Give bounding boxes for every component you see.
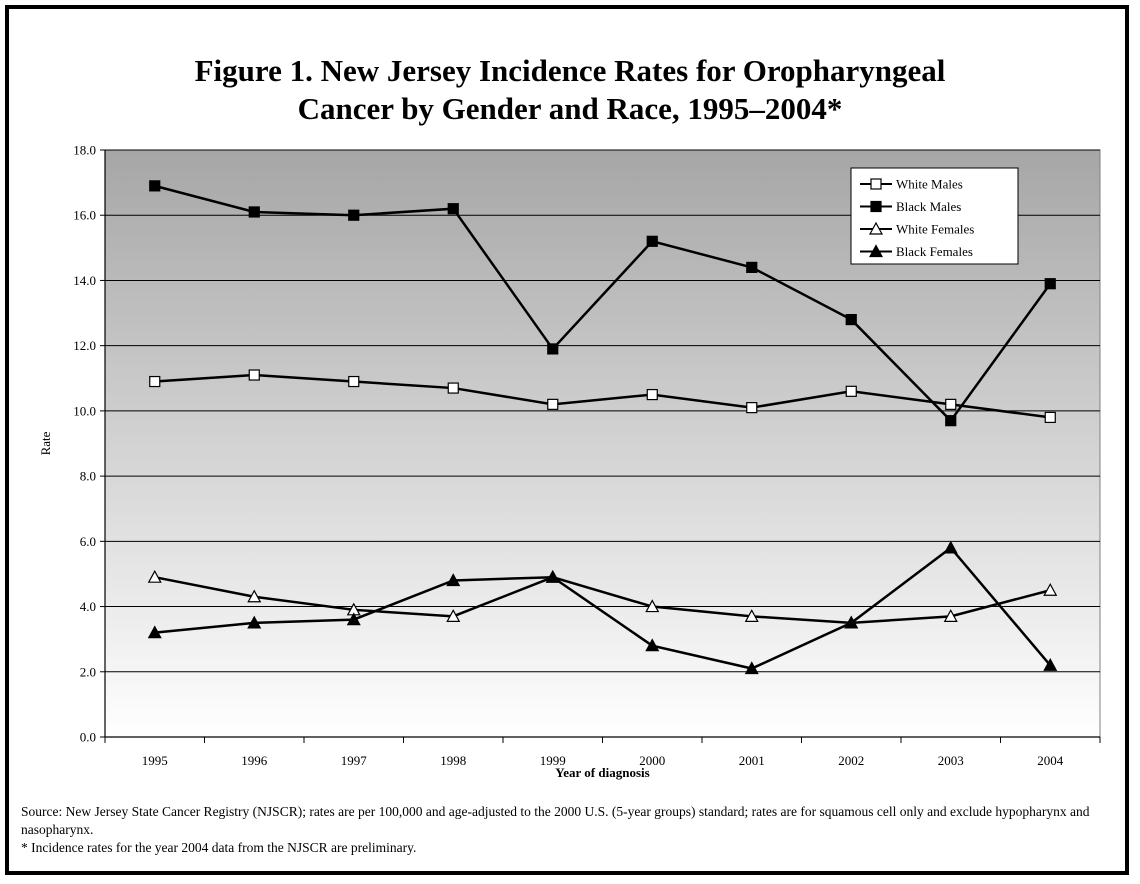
legend-marker bbox=[868, 221, 884, 235]
legend-marker bbox=[870, 200, 882, 213]
data-point-white-females bbox=[147, 569, 162, 583]
y-tick-label: 6.0 bbox=[80, 534, 96, 549]
data-point-white-males bbox=[149, 375, 161, 388]
data-point-white-females bbox=[943, 609, 958, 622]
data-point-black-females bbox=[844, 615, 859, 629]
series-line-white-males bbox=[154, 373, 1051, 419]
y-tick-label: 0.0 bbox=[80, 730, 96, 745]
legend-label: White Males bbox=[896, 177, 963, 192]
data-point-white-females bbox=[1043, 582, 1058, 596]
data-point-black-males bbox=[348, 209, 360, 221]
legend-label: Black Females bbox=[896, 244, 973, 259]
data-point-black-males bbox=[149, 180, 161, 192]
data-point-white-males bbox=[348, 375, 360, 388]
legend-item-white-females: White Females bbox=[860, 222, 974, 237]
y-axis-label: Rate bbox=[38, 431, 53, 455]
data-point-black-females bbox=[446, 573, 461, 587]
series-line-black-females bbox=[154, 546, 1052, 670]
data-point-white-males bbox=[547, 398, 559, 410]
legend-item-black-males: Black Males bbox=[860, 199, 961, 214]
series-white-males bbox=[149, 369, 1056, 424]
x-tick-label: 1998 bbox=[440, 753, 466, 768]
legend-item-white-males: White Males bbox=[860, 177, 963, 192]
data-point-black-males bbox=[845, 313, 857, 326]
x-tick-label: 2004 bbox=[1037, 753, 1064, 768]
series-black-males bbox=[149, 180, 1056, 427]
data-point-black-females bbox=[545, 569, 560, 583]
data-point-black-females bbox=[1043, 658, 1058, 671]
x-tick-label: 1999 bbox=[540, 753, 566, 768]
data-point-black-males bbox=[447, 203, 459, 215]
legend: White Males Black Males White Females Black… bbox=[850, 167, 1019, 265]
data-point-black-females bbox=[645, 638, 660, 652]
y-tick-label: 12.0 bbox=[73, 338, 96, 353]
series-black-females bbox=[147, 540, 1058, 675]
data-point-white-males bbox=[845, 385, 857, 397]
data-point-black-females bbox=[147, 625, 162, 639]
data-point-white-males bbox=[447, 382, 459, 394]
y-tick-label: 14.0 bbox=[73, 273, 96, 288]
footnotes: Source: New Jersey State Cancer Registry… bbox=[21, 803, 1121, 857]
x-tick-label: 1996 bbox=[241, 753, 268, 768]
data-point-white-females bbox=[446, 609, 461, 622]
data-point-black-females bbox=[247, 615, 262, 629]
preliminary-note: * Incidence rates for the year 2004 data… bbox=[21, 840, 417, 855]
y-tick-label: 16.0 bbox=[73, 208, 96, 223]
x-tick-label: 1997 bbox=[341, 753, 368, 768]
data-point-white-females bbox=[645, 599, 660, 613]
data-point-black-males bbox=[248, 206, 260, 218]
legend-marker bbox=[868, 244, 884, 258]
y-tick-label: 4.0 bbox=[80, 599, 96, 614]
y-tick-label: 8.0 bbox=[80, 469, 96, 484]
y-tick-label: 18.0 bbox=[73, 143, 96, 158]
data-point-white-males bbox=[746, 402, 758, 414]
x-tick-label: 2001 bbox=[739, 753, 765, 768]
data-point-white-females bbox=[744, 609, 759, 622]
data-point-black-males bbox=[1044, 278, 1056, 290]
x-tick-label: 2003 bbox=[938, 753, 964, 768]
legend-label: Black Males bbox=[896, 199, 961, 214]
data-point-black-females bbox=[744, 661, 759, 675]
data-point-white-males bbox=[248, 369, 260, 381]
chart-title: Figure 1. New Jersey Incidence Rates for… bbox=[0, 52, 1140, 128]
series-line-black-males bbox=[154, 184, 1052, 423]
data-point-white-females bbox=[247, 589, 262, 603]
legend-item-black-females: Black Females bbox=[860, 244, 973, 259]
x-tick-label: 2000 bbox=[639, 753, 665, 768]
x-axis-label: Year of diagnosis bbox=[555, 765, 649, 780]
data-point-black-females bbox=[346, 612, 361, 626]
x-tick-label: 2002 bbox=[838, 753, 864, 768]
x-tick-label: 1995 bbox=[142, 753, 168, 768]
chart-title-line-1: Figure 1. New Jersey Incidence Rates for… bbox=[194, 53, 946, 88]
y-tick-label: 10.0 bbox=[73, 403, 96, 418]
data-point-black-males bbox=[945, 415, 957, 427]
y-tick-label: 2.0 bbox=[80, 664, 96, 679]
data-point-black-females bbox=[943, 540, 958, 554]
source-note: Source: New Jersey State Cancer Registry… bbox=[21, 804, 1090, 837]
legend-marker bbox=[870, 178, 882, 190]
series-line-white-females bbox=[154, 575, 1051, 625]
legend-label: White Females bbox=[896, 222, 974, 237]
data-point-white-males bbox=[1044, 411, 1056, 424]
data-point-white-males bbox=[945, 398, 957, 410]
data-point-black-males bbox=[646, 235, 658, 247]
chart-title-line-2: Cancer by Gender and Race, 1995–2004* bbox=[297, 91, 843, 126]
data-point-white-males bbox=[646, 388, 658, 401]
data-point-black-males bbox=[746, 261, 758, 273]
data-point-black-males bbox=[547, 343, 559, 355]
